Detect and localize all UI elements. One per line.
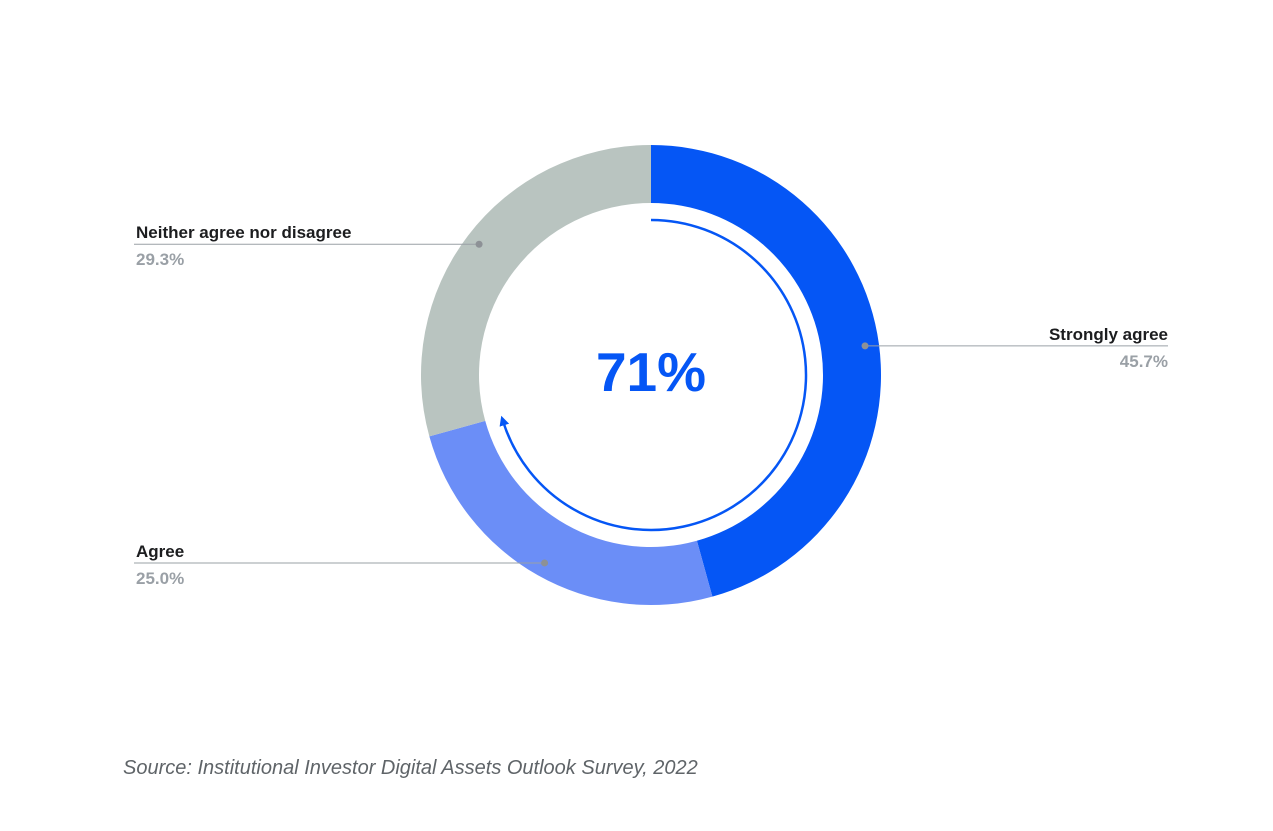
slice-percent-neither: 29.3% <box>136 250 185 269</box>
source-note: Source: Institutional Investor Digital A… <box>123 757 698 779</box>
callout-strongly-agree: Strongly agree 45.7% <box>1049 323 1168 373</box>
callout-agree: Agree 25.0% <box>136 540 184 590</box>
leader-dot <box>475 240 483 248</box>
donut-slice[interactable] <box>429 420 713 605</box>
callout-neither-agree-nor-disagree: Neither agree nor disagree 29.3% <box>136 221 351 271</box>
progress-arc <box>499 218 808 532</box>
donut-slice[interactable] <box>421 145 651 437</box>
slice-percent-agree: 25.0% <box>136 569 185 588</box>
slice-percent-strongly-agree: 45.7% <box>1119 352 1168 371</box>
slice-label-agree: Agree <box>136 542 185 561</box>
leader-dot <box>541 559 549 567</box>
slice-label-strongly-agree: Strongly agree <box>1048 325 1168 344</box>
leader-dot <box>861 342 869 350</box>
donut-slice[interactable] <box>651 145 881 597</box>
slice-label-neither: Neither agree nor disagree <box>136 223 352 242</box>
donut-center-value: 71% <box>595 341 707 403</box>
